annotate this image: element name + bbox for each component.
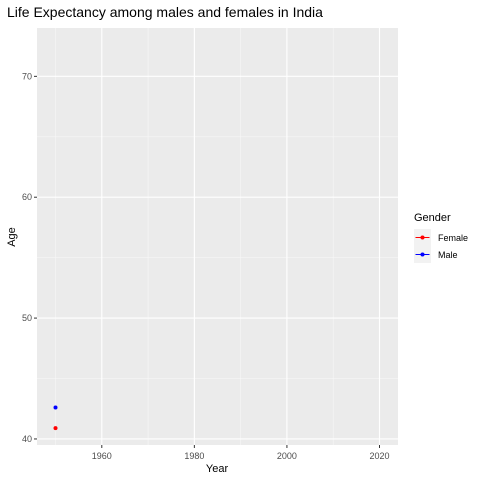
legend-title: Gender [414,212,451,224]
x-axis-title: Year [206,463,229,475]
y-tick-label: 40 [22,434,32,444]
x-tick-label: 2000 [277,451,297,461]
data-point-male [53,405,58,410]
x-axis-ticks: 1960 1980 2000 2020 [92,445,390,461]
legend-marker-female [420,235,425,240]
minor-gridlines [37,28,398,445]
legend-marker-male [420,252,425,257]
major-gridlines [37,28,398,445]
legend-label-male: Male [438,250,458,260]
y-axis-title: Age [6,227,18,247]
data-points [53,405,58,431]
y-tick-label: 50 [22,313,32,323]
x-tick-label: 1960 [92,451,112,461]
y-tick-label: 70 [22,71,32,81]
legend: Gender Female Male [414,212,468,263]
chart-title: Life Expectancy among males and females … [7,4,323,20]
y-axis-ticks: 40 50 60 70 [22,71,37,444]
x-tick-label: 2020 [369,451,389,461]
x-tick-label: 1980 [184,451,204,461]
data-point-female [53,426,58,431]
plot-panel [37,28,398,445]
y-tick-label: 60 [22,192,32,202]
legend-label-female: Female [438,233,468,243]
